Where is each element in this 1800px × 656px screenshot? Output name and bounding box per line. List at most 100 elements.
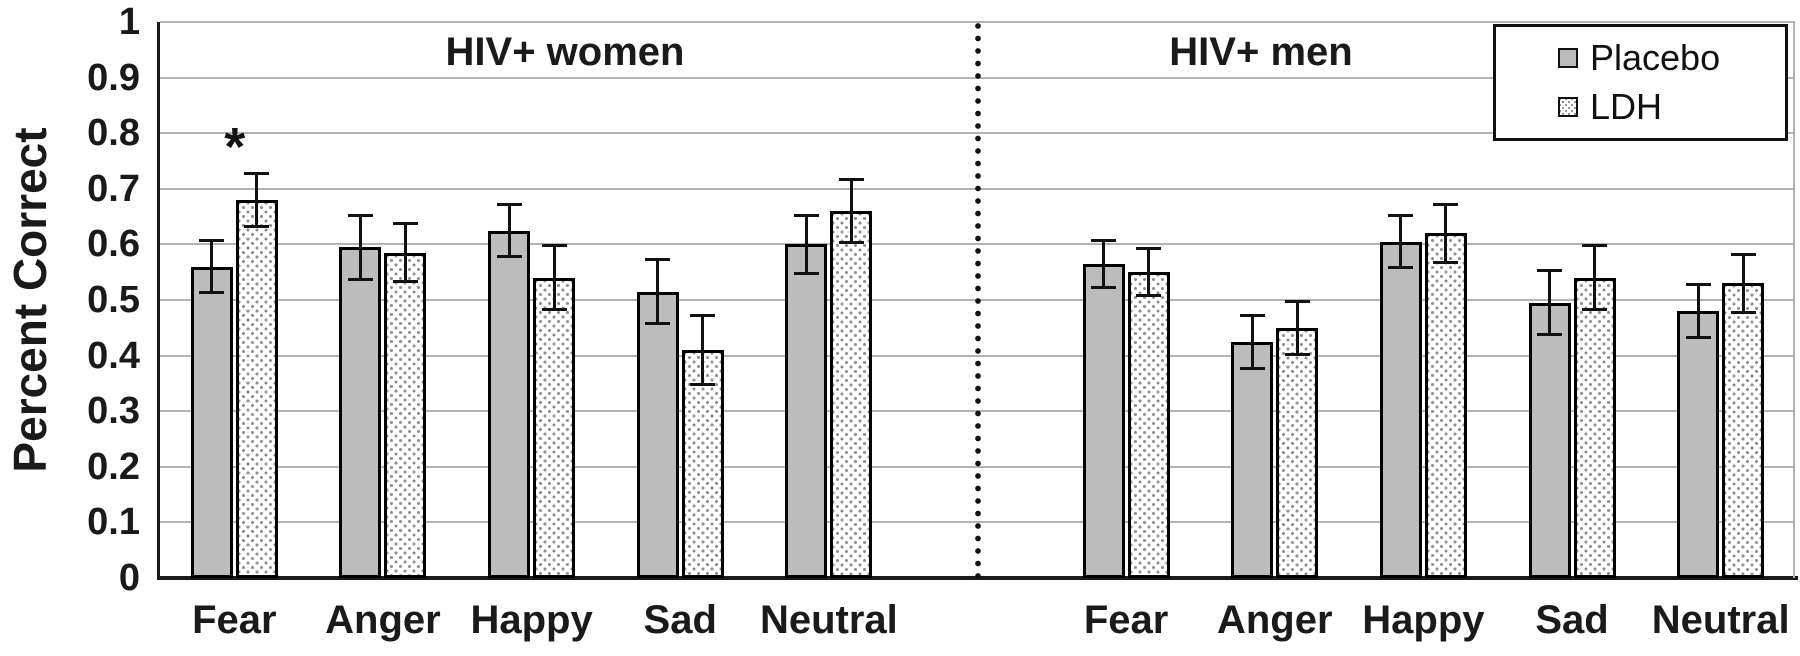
error-cap-bottom-men-neutral-placebo [1685, 335, 1711, 339]
error-cap-bottom-men-fear-placebo [1091, 285, 1117, 289]
bar-women-happy-ldh [533, 277, 576, 578]
error-cap-top-women-fear-ldh [244, 172, 270, 176]
error-cap-bottom-women-fear-ldh [244, 224, 270, 228]
bar-men-neutral-placebo [1677, 311, 1720, 578]
error-cap-top-men-happy-ldh [1433, 202, 1459, 206]
panel-title-men: HIV+ men [1169, 30, 1353, 74]
error-bar-women-neutral-placebo [804, 213, 808, 275]
y-tick-label-0.3: 0.3 [87, 390, 140, 433]
error-bar-men-happy-ldh [1444, 202, 1448, 264]
error-cap-bottom-women-sad-placebo [645, 322, 671, 326]
error-cap-bottom-men-sad-placebo [1537, 333, 1563, 337]
y-tick-label-0.9: 0.9 [87, 56, 140, 99]
error-bar-women-anger-placebo [358, 213, 362, 281]
bar-men-anger-ldh [1276, 327, 1319, 578]
bar-men-anger-placebo [1231, 341, 1274, 578]
bar-women-fear-placebo [190, 266, 233, 578]
error-cap-top-men-sad-placebo [1537, 269, 1563, 273]
error-cap-top-women-sad-ldh [690, 313, 716, 317]
error-cap-top-men-fear-placebo [1091, 238, 1117, 242]
error-cap-top-women-fear-placebo [199, 238, 225, 242]
error-bar-men-sad-placebo [1548, 269, 1552, 337]
error-bar-men-anger-ldh [1295, 300, 1299, 356]
error-cap-bottom-men-anger-placebo [1239, 366, 1265, 370]
legend-swatch-placebo-icon [1558, 48, 1578, 68]
error-bar-women-happy-placebo [507, 202, 511, 259]
y-tick-label-0.4: 0.4 [87, 334, 140, 377]
error-cap-top-men-neutral-placebo [1685, 283, 1711, 287]
error-cap-bottom-men-fear-ldh [1136, 294, 1162, 298]
error-cap-bottom-men-neutral-ldh [1730, 310, 1756, 314]
error-bar-women-sad-ldh [701, 313, 705, 387]
error-cap-bottom-women-happy-placebo [496, 255, 522, 259]
bar-women-fear-ldh [235, 199, 278, 578]
y-tick-label-1: 1 [118, 1, 140, 43]
significance-asterisk-women-fear-ldh: * [224, 117, 246, 178]
bar-men-fear-ldh [1127, 272, 1170, 578]
error-bar-women-fear-placebo [210, 238, 214, 295]
error-cap-bottom-women-fear-placebo [199, 291, 225, 295]
legend-item-placebo: Placebo [1558, 40, 1785, 76]
error-cap-bottom-men-happy-ldh [1433, 260, 1459, 264]
x-axis-line [157, 576, 1798, 580]
bar-women-neutral-ldh [830, 211, 873, 578]
error-bar-women-fear-ldh [255, 172, 259, 228]
error-bar-men-sad-ldh [1593, 244, 1597, 312]
error-cap-top-women-anger-ldh [392, 222, 418, 226]
y-tick-label-0.5: 0.5 [87, 279, 140, 321]
bar-women-anger-ldh [384, 252, 427, 578]
error-cap-top-men-fear-ldh [1136, 247, 1162, 251]
error-bar-men-neutral-placebo [1696, 283, 1700, 339]
x-label-men-fear: Fear [1083, 598, 1169, 642]
bar-women-happy-placebo [488, 230, 531, 578]
bar-men-sad-ldh [1573, 277, 1616, 578]
x-label-men-anger: Anger [1216, 598, 1333, 642]
error-bar-men-fear-placebo [1102, 238, 1106, 289]
error-bar-women-anger-ldh [403, 222, 407, 284]
bar-men-happy-placebo [1379, 241, 1422, 578]
x-label-women-happy: Happy [470, 598, 593, 642]
error-cap-top-women-anger-placebo [347, 213, 373, 217]
error-cap-bottom-women-happy-ldh [541, 308, 567, 312]
error-bar-women-sad-placebo [656, 258, 660, 326]
x-label-men-happy: Happy [1362, 598, 1485, 642]
error-cap-bottom-women-anger-placebo [347, 277, 373, 281]
error-cap-bottom-women-neutral-ldh [838, 241, 864, 245]
error-cap-top-men-happy-placebo [1388, 213, 1414, 217]
y-tick-label-0.7: 0.7 [87, 167, 140, 210]
bar-women-anger-placebo [339, 247, 382, 578]
error-cap-bottom-women-neutral-placebo [793, 271, 819, 275]
error-cap-bottom-women-sad-ldh [690, 383, 716, 387]
x-label-men-sad: Sad [1535, 598, 1609, 642]
error-cap-bottom-men-anger-ldh [1284, 352, 1310, 356]
x-label-women-fear: Fear [192, 598, 277, 642]
bar-women-neutral-placebo [785, 244, 828, 578]
legend-label-placebo: Placebo [1590, 37, 1721, 78]
bar-men-fear-placebo [1082, 263, 1125, 578]
bar-men-sad-placebo [1528, 302, 1571, 578]
error-cap-top-women-happy-placebo [496, 202, 522, 206]
y-tick-label-0: 0 [118, 557, 140, 599]
error-bar-women-neutral-ldh [849, 177, 853, 245]
legend: Placebo LDH [1493, 24, 1788, 141]
error-cap-top-men-sad-ldh [1582, 244, 1608, 248]
error-cap-top-women-neutral-ldh [838, 177, 864, 181]
error-cap-bottom-women-anger-ldh [392, 280, 418, 284]
error-cap-bottom-men-sad-ldh [1582, 308, 1608, 312]
error-cap-top-women-happy-ldh [541, 244, 567, 248]
panel-separator-dotted-line [974, 22, 981, 578]
y-tick-label-0.8: 0.8 [87, 112, 140, 155]
legend-swatch-ldh-icon [1558, 97, 1578, 117]
bar-women-sad-placebo [636, 291, 679, 578]
error-cap-top-men-anger-placebo [1239, 313, 1265, 317]
panel-title-women: HIV+ women [445, 30, 685, 74]
y-tick-label-0.2: 0.2 [87, 445, 140, 488]
y-axis-line [157, 22, 160, 578]
error-cap-top-men-neutral-ldh [1730, 252, 1756, 256]
legend-label-ldh: LDH [1590, 86, 1663, 127]
x-label-women-anger: Anger [325, 598, 441, 642]
legend-item-ldh: LDH [1558, 89, 1785, 125]
x-label-men-neutral: Neutral [1651, 598, 1790, 642]
error-cap-top-men-anger-ldh [1284, 300, 1310, 303]
